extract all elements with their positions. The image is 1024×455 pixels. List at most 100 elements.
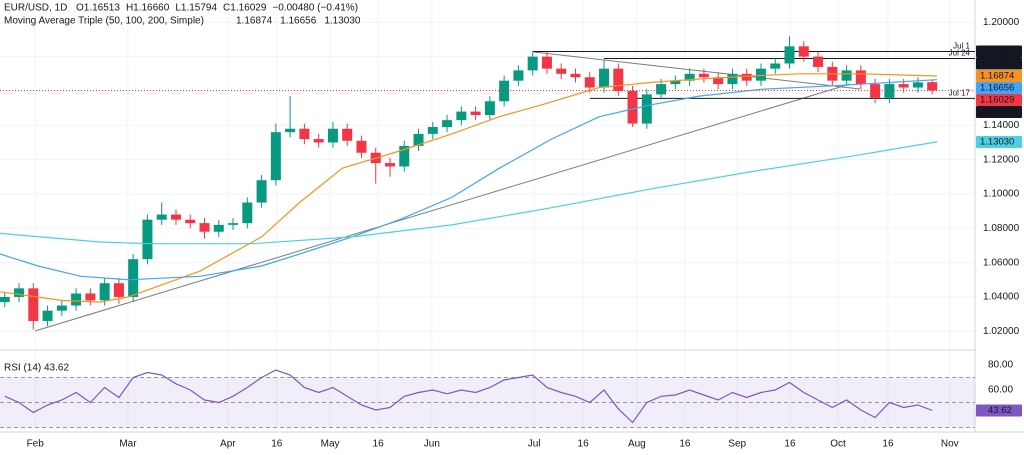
candle-body	[484, 101, 495, 115]
candle-body	[741, 73, 752, 81]
candle-body	[71, 293, 82, 306]
price-badge	[976, 69, 1022, 82]
price-badge-label: 1.13030	[980, 136, 1014, 147]
price-badge-label: 1.17890	[980, 58, 1014, 69]
rsi-title: RSI (14)	[4, 363, 41, 374]
level-name: Jul 24	[949, 49, 971, 58]
candle-body	[28, 288, 39, 321]
x-tick-label: 16	[373, 439, 385, 450]
candle-body	[42, 310, 53, 321]
candle-body	[170, 214, 181, 220]
y-tick-label: 1.10000	[983, 189, 1020, 200]
level-name: Jul 17	[949, 88, 971, 97]
candle-body	[813, 56, 824, 67]
ohlc-value: O1.16513	[76, 3, 120, 14]
candle-body	[14, 288, 25, 297]
y-tick-label: 1.20000	[983, 17, 1020, 28]
candle-body	[327, 128, 338, 143]
candle-body	[142, 219, 153, 260]
candle-body	[442, 120, 453, 128]
candle-body	[242, 202, 253, 224]
candle-body	[798, 46, 809, 57]
candle-body	[912, 82, 923, 88]
ohlc-value: C1.16029	[223, 3, 267, 14]
candle-body	[527, 56, 538, 71]
price-badge	[976, 45, 1022, 58]
candle-body	[56, 305, 67, 311]
candle-body	[113, 283, 124, 297]
candle-body	[641, 94, 652, 124]
candle-body	[470, 111, 481, 115]
candle-body	[898, 84, 909, 88]
x-tick-label: Sep	[728, 439, 746, 450]
candle-body	[784, 46, 795, 64]
moving-average-line	[0, 79, 938, 281]
y-tick-label: 1.04000	[983, 292, 1020, 303]
candle-body	[356, 140, 367, 153]
candle-body	[584, 77, 595, 88]
price-badge	[976, 93, 1022, 106]
y-tick-label: 1.06000	[983, 257, 1020, 268]
candle-body	[342, 128, 353, 141]
candle-body	[927, 82, 938, 91]
candle-body	[256, 180, 267, 203]
price-badge	[976, 135, 1022, 148]
candle-body	[570, 73, 581, 78]
ma-legend-value: 1.13030	[324, 16, 361, 27]
candle-body	[0, 296, 10, 303]
level-name: Jul 1	[953, 42, 970, 51]
candle-body	[613, 68, 624, 91]
x-tick-label: Oct	[830, 439, 846, 450]
trendline	[34, 83, 851, 332]
ohlc-value: L1.15794	[175, 3, 217, 14]
rsi-legend-value: 43.62	[44, 363, 69, 374]
candle-body	[627, 90, 638, 124]
moving-average-line	[0, 141, 938, 245]
candle-body	[770, 63, 781, 69]
symbol-title: EUR/USD, 1D	[4, 3, 67, 14]
rsi-tick-label: 80.00	[988, 360, 1013, 371]
y-tick-label: 1.14000	[983, 120, 1020, 131]
x-tick-label: Apr	[220, 439, 236, 450]
candle-body	[185, 219, 196, 224]
candle-body	[413, 133, 424, 146]
x-tick-label: Aug	[628, 439, 646, 450]
rsi-badge	[976, 404, 1022, 417]
candle-body	[456, 111, 467, 121]
indicator-title: Moving Average Triple (50, 100, 200, Sim…	[4, 16, 204, 27]
rsi-badge-label: 43.62	[988, 405, 1012, 416]
candle-body	[313, 139, 324, 143]
candle-body	[656, 84, 667, 95]
ohlc-value: H1.16660	[126, 3, 170, 14]
candle-body	[299, 128, 310, 140]
axes: 1.02000 1.04000 1.06000 1.08000 1.10000 1.120…	[27, 17, 1022, 450]
ohlc-value: −0.00480 (−0.41%)	[272, 3, 358, 14]
x-tick-label: Jun	[424, 439, 440, 450]
candle-body	[156, 214, 167, 220]
price-badge-label: 1.18300	[980, 46, 1014, 57]
rsi-line	[4, 369, 933, 424]
x-tick-label: Nov	[941, 439, 959, 450]
candle-body	[85, 293, 96, 301]
candle-body	[513, 70, 524, 81]
candle-body	[199, 223, 210, 232]
moving-average-line	[0, 73, 938, 303]
x-tick-label: Feb	[27, 439, 45, 450]
x-tick-label: Mar	[119, 439, 137, 450]
candle-body	[228, 223, 239, 225]
price-badge-label: 1.16874	[980, 70, 1014, 81]
candle-body	[285, 128, 296, 133]
y-tick-label: 1.12000	[983, 154, 1020, 165]
candle-body	[727, 73, 738, 85]
candle-body	[670, 80, 681, 85]
price-badge-label: 1.15568	[980, 106, 1014, 117]
candle-body	[128, 259, 139, 297]
ma-legend-value: 1.16656	[280, 16, 317, 27]
candle-body	[855, 70, 866, 85]
candle-body	[870, 84, 881, 98]
y-tick-label: 1.08000	[983, 223, 1020, 234]
candle-body	[213, 224, 224, 232]
candle-body	[541, 56, 552, 69]
